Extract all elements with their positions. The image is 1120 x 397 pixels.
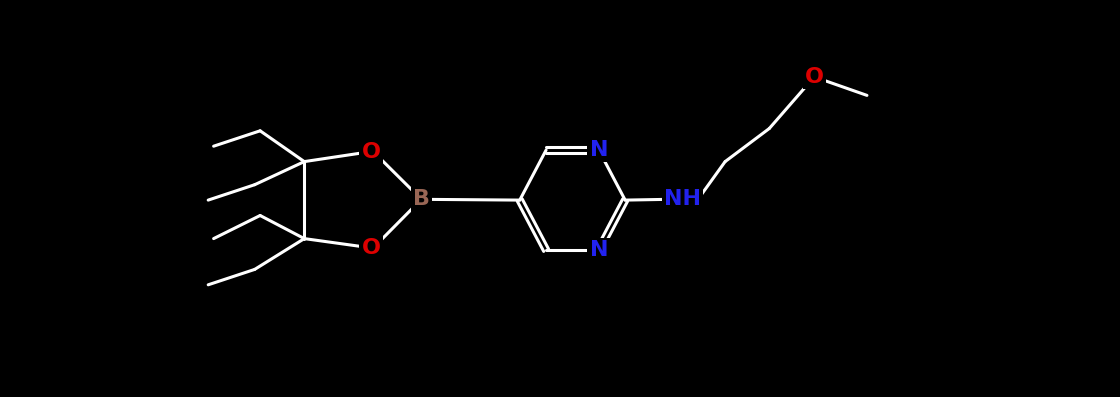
Text: O: O [362,142,381,162]
Text: N: N [589,240,608,260]
Text: O: O [362,238,381,258]
Text: N: N [589,140,608,160]
Text: B: B [413,189,430,209]
Text: NH: NH [664,189,701,209]
Text: O: O [805,67,823,87]
